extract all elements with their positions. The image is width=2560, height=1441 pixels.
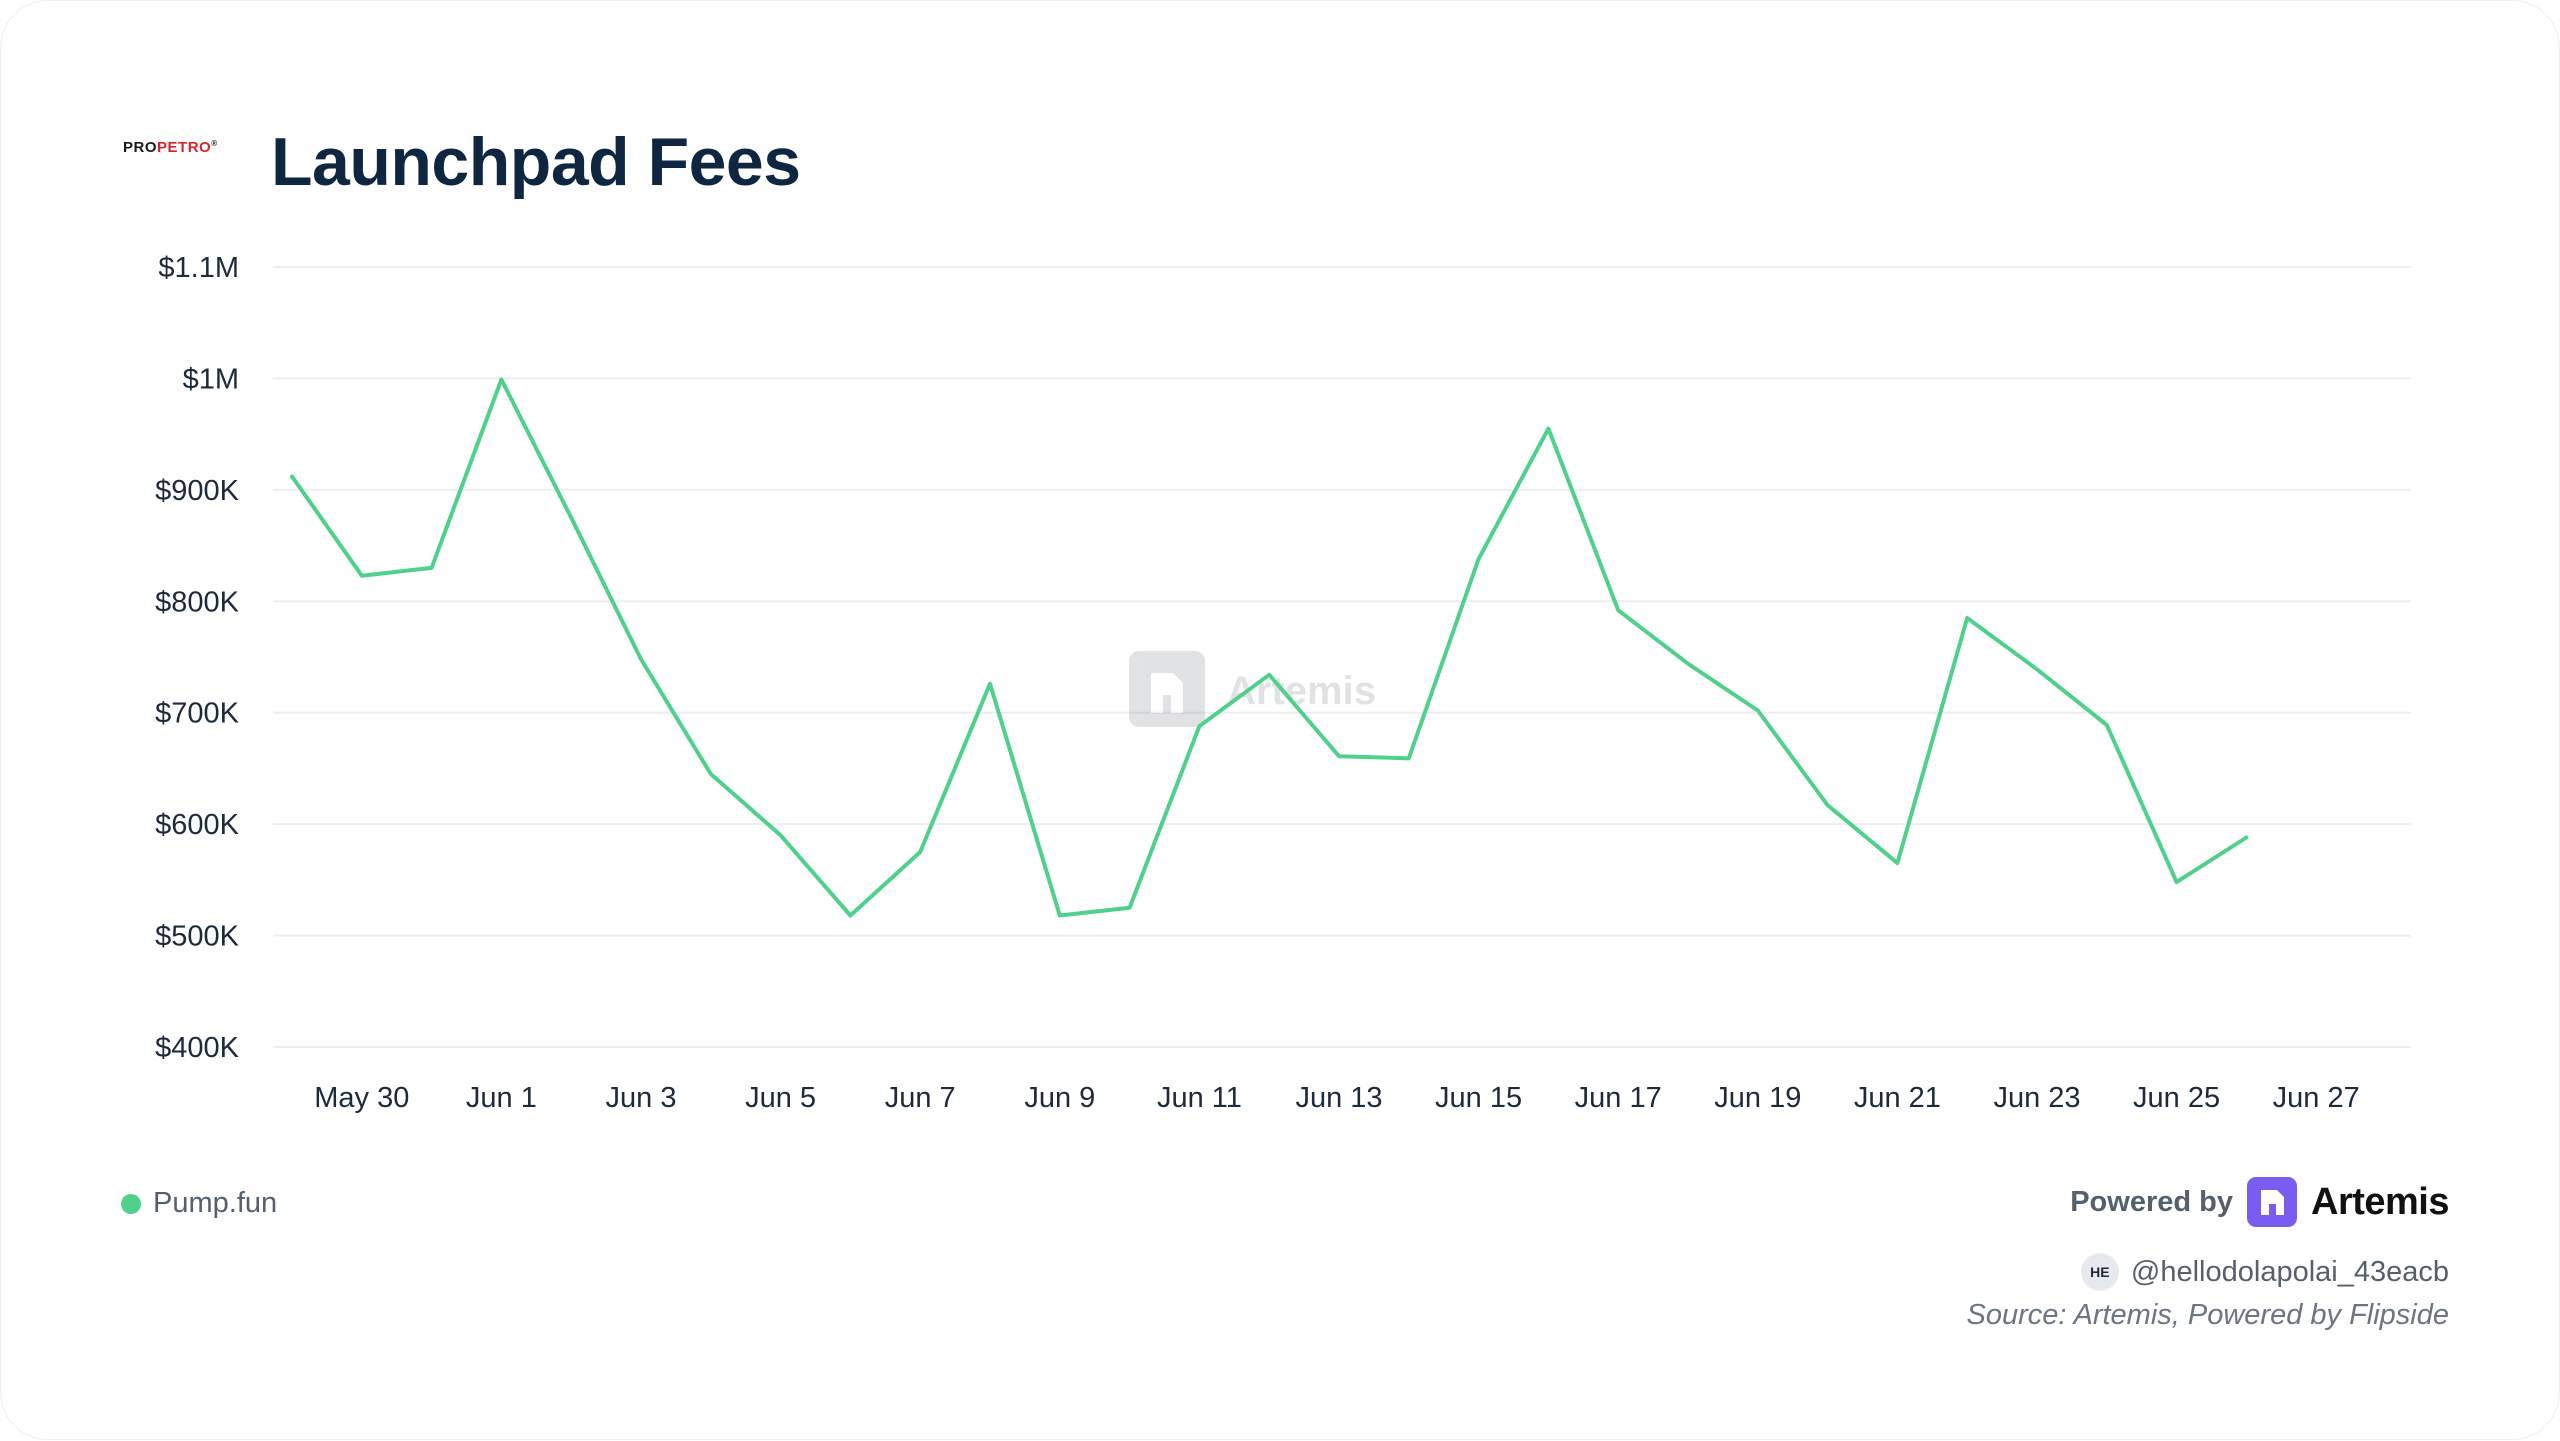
artemis-watermark-icon [1129,651,1205,727]
series-layer [286,374,2252,922]
data-point[interactable] [844,910,856,922]
data-point[interactable] [1054,910,1066,922]
data-point[interactable] [2031,663,2043,675]
data-point[interactable] [1822,799,1834,811]
data-point[interactable] [1612,604,1624,616]
artemis-watermark-text: Artemis [1227,669,1376,713]
y-tick-label: $1M [183,363,239,395]
x-tick-label: Jun 3 [606,1082,677,1114]
data-point[interactable] [1333,750,1345,762]
legend-swatch [121,1193,141,1214]
data-point[interactable] [705,768,717,780]
data-point[interactable] [2171,876,2183,888]
x-tick-label: Jun 1 [466,1082,537,1114]
y-tick-label: $800K [155,586,240,618]
data-point[interactable] [775,829,787,841]
y-tick-label: $1.1M [158,252,239,284]
x-axis-ticks: May 30 Jun 1 Jun 3 Jun 5 Jun 7 Jun 9 Jun 11 Jun… [314,1082,2359,1114]
data-point[interactable] [984,678,996,690]
y-tick-label: $500K [155,921,240,953]
x-tick-label: Jun 25 [2133,1082,2220,1114]
avatar: HE [2080,1253,2119,1291]
artemis-logo-icon [2247,1177,2297,1227]
data-point[interactable] [565,512,577,524]
x-tick-label: Jun 9 [1024,1082,1095,1114]
source-note: Source: Artemis, Powered by Flipside [1966,1299,2449,1331]
data-point[interactable] [1682,658,1694,670]
legend[interactable]: Pump.fun [121,1187,277,1220]
powered-by[interactable]: Powered by Artemis [2070,1177,2450,1227]
legend-label: Pump.fun [153,1187,278,1219]
data-point[interactable] [1403,752,1415,764]
chart-title: Launchpad Fees [271,124,801,200]
data-point[interactable] [1752,705,1764,717]
data-point[interactable] [1891,857,1903,869]
y-tick-label: $600K [155,809,240,841]
handle-text: @hellodolapolai_43eacb [2130,1255,2449,1288]
data-point[interactable] [2101,719,2113,731]
x-tick-label: Jun 17 [1575,1082,1662,1114]
data-point[interactable] [1473,553,1485,565]
x-tick-label: Jun 5 [745,1082,816,1114]
data-point[interactable] [914,846,926,858]
data-point[interactable] [1961,612,1973,624]
y-axis-ticks: $400K $500K $600K $700K $800K $900K $1M $1.1M [155,252,240,1064]
data-point[interactable] [2240,832,2252,844]
x-tick-label: Jun 19 [1714,1082,1801,1114]
x-tick-label: May 30 [314,1082,409,1114]
data-point[interactable] [495,374,507,386]
powered-by-label: Powered by [2070,1185,2233,1218]
x-tick-label: Jun 27 [2273,1082,2360,1114]
y-tick-label: $700K [155,698,240,730]
data-point[interactable] [1193,720,1205,732]
artemis-watermark: Artemis [1129,651,1376,727]
data-point[interactable] [1263,669,1275,681]
artemis-wordmark: Artemis [2311,1180,2450,1223]
author-handle[interactable]: HE @hellodolapolai_43eacb [2080,1253,2449,1291]
logo-registered-mark: ® [211,139,218,148]
logo-text-petro: PETRO [157,139,212,156]
y-tick-label: $400K [155,1032,240,1064]
data-point[interactable] [1124,902,1136,914]
data-point[interactable] [356,570,368,582]
data-point[interactable] [1542,423,1554,435]
x-tick-label: Jun 7 [885,1082,956,1114]
artemis-watermark-glyph [1151,673,1183,713]
grid-lines [273,266,2411,1048]
x-tick-label: Jun 15 [1435,1082,1522,1114]
data-point[interactable] [426,562,438,574]
x-tick-label: Jun 11 [1157,1082,1242,1114]
x-tick-label: Jun 13 [1295,1082,1382,1114]
data-point[interactable] [286,471,298,483]
propetro-logo: PROPETRO® [123,139,218,156]
series-line-pump-fun[interactable] [290,377,2249,918]
data-point[interactable] [635,653,647,665]
x-tick-label: Jun 23 [1993,1082,2080,1114]
y-tick-label: $900K [155,475,240,507]
logo-text-pro: PRO [123,139,158,156]
x-tick-label: Jun 21 [1854,1082,1941,1114]
